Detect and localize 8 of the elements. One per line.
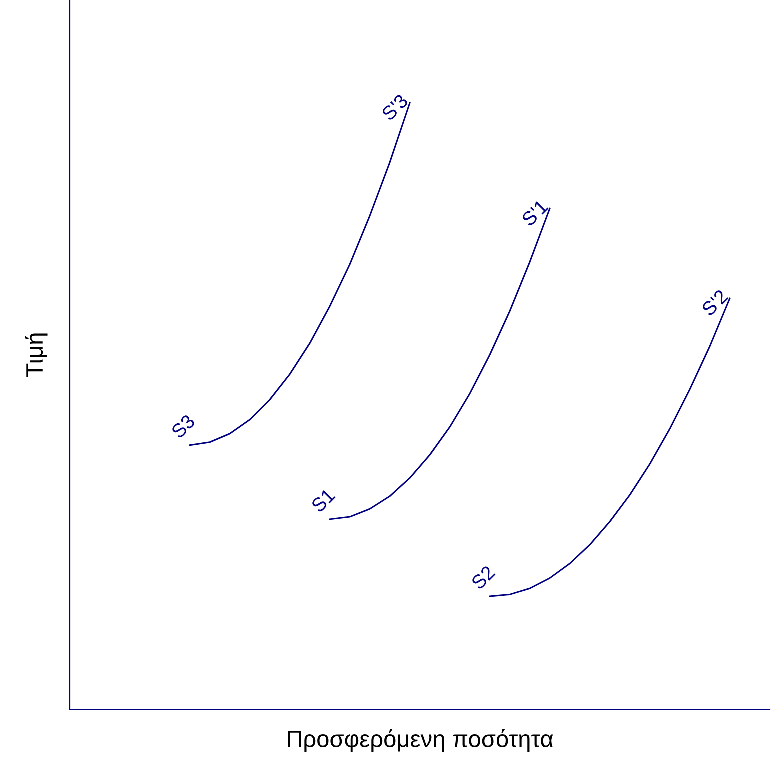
annotation: S3 xyxy=(170,414,196,440)
annotation: S'2 xyxy=(700,289,729,317)
annotation: S'3 xyxy=(380,94,409,122)
annotation: S1 xyxy=(310,488,336,514)
y-axis-title: Τιμή xyxy=(25,334,48,378)
annotation: S2 xyxy=(470,565,496,590)
annotation: S'1 xyxy=(520,199,549,228)
x-axis-title: Προσφερόμενη ποσότητα xyxy=(288,729,554,752)
